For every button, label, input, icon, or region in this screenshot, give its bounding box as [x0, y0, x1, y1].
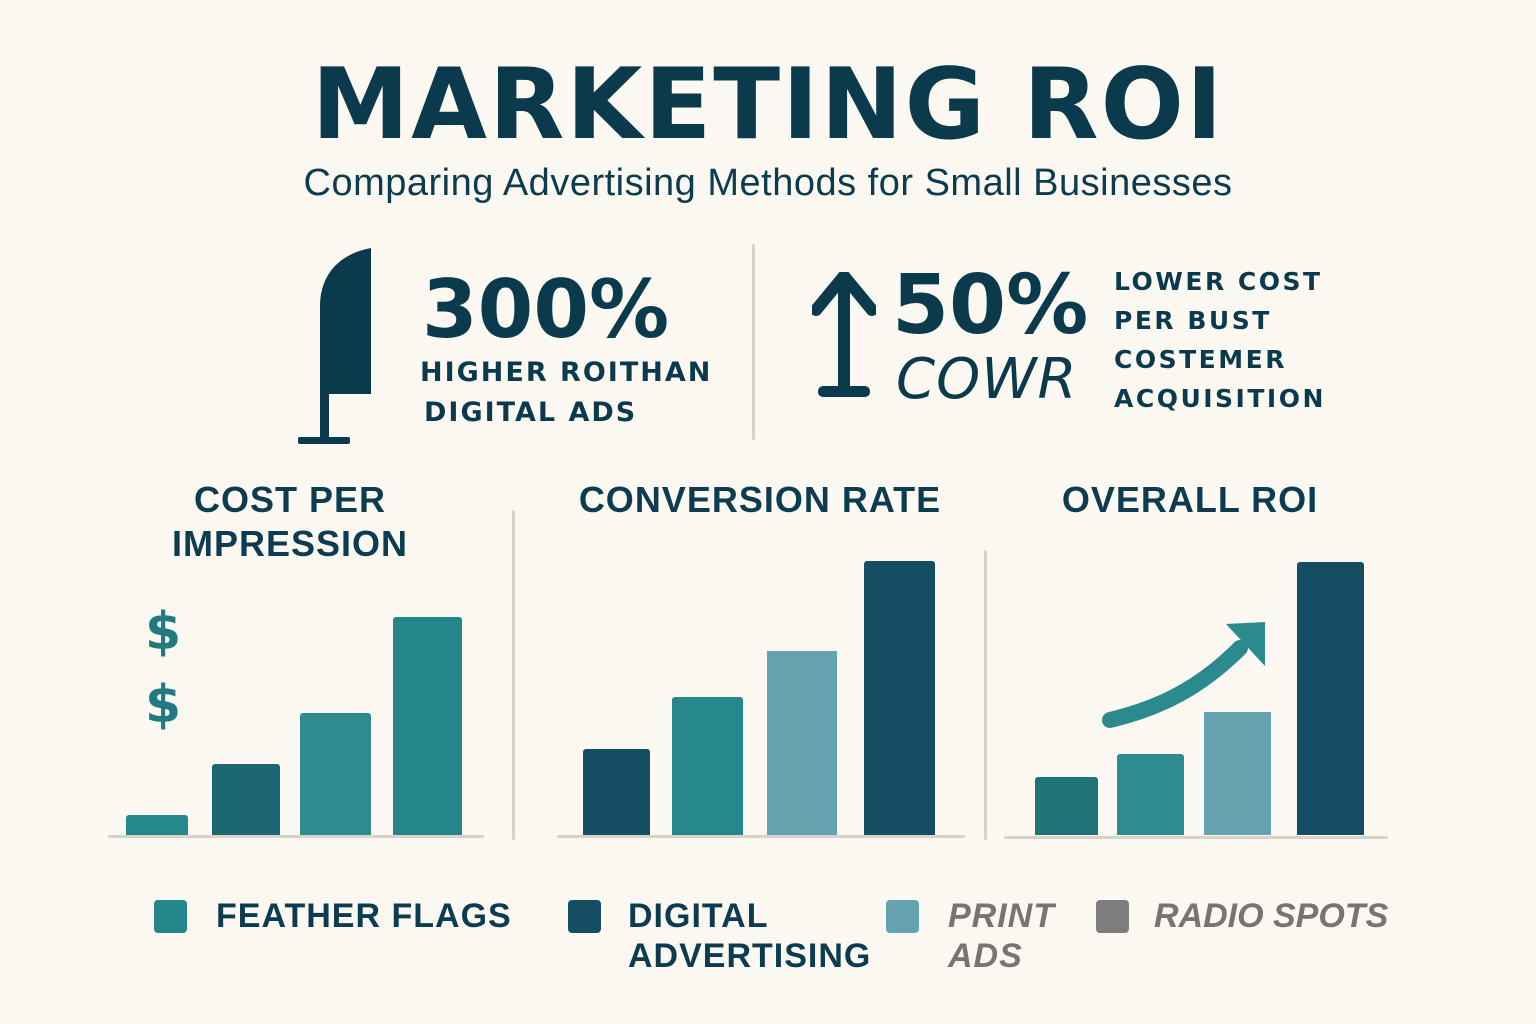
bar-chart2-2 [672, 697, 743, 835]
legend-label-line2: ADVERTISING [628, 937, 872, 975]
stat-cost-acquisition: 50% COWR LOWER COST PER BUST COSTEMER AC… [800, 250, 1340, 430]
chart3-baseline [1004, 836, 1388, 839]
legend-label: RADIO SPOTS [1154, 897, 1389, 935]
bar-chart2-1 [583, 749, 650, 835]
legend-swatch [568, 900, 601, 933]
stat-label-line4: ACQUISITION [1114, 384, 1326, 413]
stat-label-line1: HIGHER ROITHAN [420, 357, 713, 388]
stat-label-line2: DIGITAL ADS [424, 397, 638, 428]
legend-label-line2: ADS [948, 937, 1023, 975]
arrow-up-icon [812, 272, 876, 397]
bar-chart2-4 [864, 561, 935, 835]
legend-label-line1: DIGITAL [628, 897, 769, 935]
chart-title-overall-roi: OVERALL ROI [1030, 478, 1350, 522]
chart-title-text: CONVERSION RATE [578, 479, 942, 520]
chart-title-text: OVERALL ROI [1061, 479, 1319, 520]
page-subtitle: Comparing Advertising Methods for Small … [303, 162, 1233, 204]
legend-swatch [886, 900, 919, 933]
dollar-icon: $ [145, 602, 182, 662]
divider [512, 510, 515, 840]
dollar-icon: $ [145, 675, 182, 735]
stat-value: 50% [892, 258, 1089, 353]
stat-label-line3: COSTEMER [1114, 345, 1287, 374]
legend-swatch [1096, 900, 1129, 933]
bar-chart1-3 [300, 713, 371, 835]
bar-chart3-4 [1297, 562, 1364, 835]
divider [752, 244, 755, 440]
bar-chart1-2 [212, 764, 280, 835]
bar-chart3-2 [1117, 754, 1184, 835]
bar-chart1-1 [126, 815, 188, 835]
legend: FEATHER FLAGS DIGITAL ADVERTISING PRINT … [0, 890, 1536, 990]
bar-chart3-1 [1035, 777, 1098, 835]
page-title: MARKETING ROI [311, 48, 1225, 162]
bar-chart2-3 [767, 651, 837, 835]
chart-title-text: COST PER IMPRESSION [171, 479, 409, 564]
chart-title-conversion-rate: CONVERSION RATE [560, 478, 960, 522]
trend-arrow-icon [1102, 622, 1265, 728]
feather-flag-icon [298, 248, 371, 444]
chart-title-cost-per-impression: COST PER IMPRESSION [120, 478, 460, 566]
chart2-baseline [557, 835, 965, 838]
legend-label: FEATHER FLAGS [216, 897, 512, 935]
bar-chart1-4 [393, 617, 462, 835]
legend-label-line1: PRINT [948, 897, 1055, 935]
divider [984, 550, 987, 840]
bar-chart3-3 [1204, 712, 1271, 835]
chart1-baseline [108, 835, 484, 838]
stat-feather-flags: 300% HIGHER ROITHAN DIGITAL ADS [280, 240, 740, 450]
stat-label-line1: LOWER COST [1114, 267, 1323, 296]
stat-label-line2: PER BUST [1114, 306, 1272, 335]
stat-sub-value: COWR [896, 347, 1078, 412]
stat-value: 300% [422, 263, 670, 356]
legend-swatch [154, 900, 187, 933]
